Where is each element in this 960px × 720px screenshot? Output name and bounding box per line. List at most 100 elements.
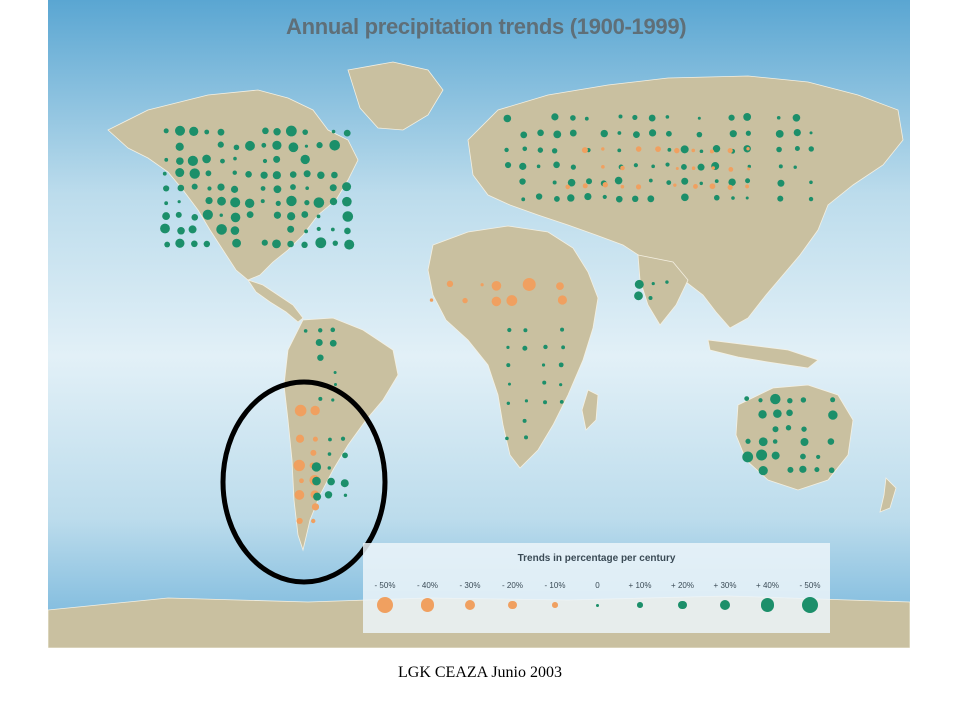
increase-trend-dot [584,192,592,201]
increase-trend-dot [244,198,255,209]
increase-trend-dot [816,454,821,460]
increase-trend-dot [614,176,623,185]
increase-trend-dot [521,197,526,202]
increase-trend-dot [305,186,309,191]
increase-trend-dot [219,213,223,217]
increase-trend-dot [324,491,333,499]
increase-trend-dot [666,180,672,185]
decrease-trend-dot [728,167,734,172]
increase-trend-dot [191,183,198,190]
increase-trend-dot [681,193,689,202]
increase-trend-dot [187,155,198,166]
increase-trend-dot [714,179,719,184]
increase-trend-dot [633,131,640,139]
increase-trend-dot [303,329,308,333]
new-zealand-land [879,477,897,513]
increase-trend-dot [344,239,355,250]
increase-trend-dot [554,196,560,202]
increase-trend-dot [273,155,281,163]
increase-trend-dot [188,225,197,234]
decrease-trend-dot [727,147,733,154]
increase-trend-dot [634,279,644,289]
increase-trend-dot [794,146,800,152]
world-map-svg [48,0,910,648]
increase-trend-dot [744,396,750,401]
increase-trend-dot [302,129,308,135]
increase-trend-dot [792,113,801,122]
increase-trend-dot [758,398,763,403]
increase-trend-dot [522,418,527,423]
increase-trend-dot [808,196,814,202]
increase-trend-dot [175,211,182,218]
increase-trend-dot [207,186,212,191]
increase-trend-dot [217,196,226,206]
increase-trend-dot [800,453,806,460]
increase-trend-dot [230,185,239,193]
increase-trend-dot [570,164,576,170]
increase-trend-dot [328,437,332,442]
increase-trend-dot [191,240,198,248]
increase-trend-dot [602,194,607,200]
map-title: Annual precipitation trends (1900-1999) [286,14,687,39]
decrease-trend-dot [522,277,536,291]
increase-trend-dot [681,164,687,170]
decrease-trend-dot [582,183,588,189]
increase-trend-dot [536,164,541,169]
increase-trend-dot [618,114,623,119]
increase-trend-dot [327,452,332,456]
increase-trend-dot [342,452,348,459]
increase-trend-dot [745,438,751,444]
increase-trend-dot [828,467,835,474]
increase-trend-dot [770,393,781,405]
increase-trend-dot [327,466,331,470]
increase-trend-dot [202,154,211,164]
increase-trend-dot [586,178,593,185]
increase-trend-dot [331,171,338,179]
increase-trend-dot [304,200,310,206]
legend-label: 0 [595,581,600,590]
increase-trend-dot [287,212,296,221]
increase-trend-dot [552,180,557,185]
increase-trend-dot [506,363,511,368]
increase-trend-dot [697,163,705,171]
decrease-trend-dot [691,148,696,153]
increase-trend-dot [793,165,797,169]
increase-trend-dot [316,214,321,219]
decrease-trend-dot [746,147,750,151]
increase-trend-dot [318,396,323,401]
increase-trend-dot [160,223,170,234]
precipitation-map: Annual precipitation trends (1900-1999) … [48,0,910,648]
increase-trend-dot [318,328,323,333]
increase-trend-dot [665,280,669,284]
increase-trend-dot [504,161,512,169]
increase-trend-dot [203,240,211,248]
increase-trend-dot [273,185,282,194]
increase-trend-dot [747,164,751,169]
increase-trend-dot [775,130,784,138]
legend-label: - 50% [799,581,821,590]
decrease-trend-dot [295,434,305,443]
decrease-trend-dot [602,182,608,188]
legend-title: Trends in percentage per century [517,553,676,564]
increase-trend-dot [329,197,338,206]
increase-trend-dot [648,296,653,301]
increase-trend-dot [233,144,240,151]
increase-trend-dot [830,397,836,403]
legend-dot-increase [637,602,643,608]
increase-trend-dot [561,345,566,350]
increase-trend-dot [217,183,225,191]
decrease-trend-dot [293,459,305,472]
decrease-trend-dot [506,295,518,306]
increase-trend-dot [617,148,622,153]
increase-trend-dot [558,362,564,368]
increase-trend-dot [771,451,780,460]
decrease-trend-dot [581,147,588,154]
decrease-trend-dot [294,490,305,500]
increase-trend-dot [303,170,311,178]
increase-trend-dot [245,171,252,178]
increase-trend-dot [584,116,589,121]
increase-trend-dot [177,184,185,192]
indonesia-land [707,339,819,369]
increase-trend-dot [570,115,576,121]
increase-trend-dot [177,200,181,204]
